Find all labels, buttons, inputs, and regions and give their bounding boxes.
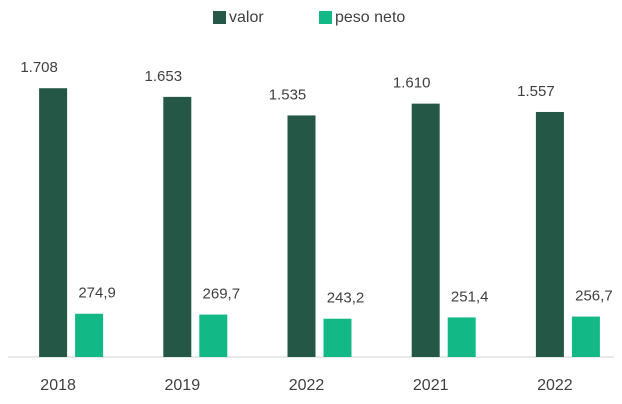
data-label: 1.653 bbox=[145, 68, 183, 85]
bar bbox=[571, 316, 600, 357]
data-label: 243,2 bbox=[327, 290, 365, 307]
legend-label: peso neto bbox=[335, 9, 405, 26]
x-tick-label: 2022 bbox=[537, 377, 573, 394]
legend-swatch bbox=[213, 11, 226, 24]
bar bbox=[75, 313, 104, 357]
data-label: 1.557 bbox=[517, 83, 555, 100]
data-label: 1.610 bbox=[393, 75, 431, 92]
x-tick-label: 2021 bbox=[413, 377, 449, 394]
legend-swatch bbox=[319, 11, 332, 24]
x-tick-label: 2022 bbox=[289, 377, 325, 394]
data-label: 269,7 bbox=[203, 286, 241, 303]
data-label: 256,7 bbox=[575, 288, 613, 305]
bar bbox=[535, 111, 564, 357]
bar bbox=[39, 88, 68, 358]
bar bbox=[163, 96, 192, 358]
bar bbox=[411, 103, 440, 357]
data-label: 1.535 bbox=[269, 86, 307, 103]
bar bbox=[447, 317, 476, 357]
data-label: 251,4 bbox=[451, 288, 489, 305]
bar bbox=[323, 318, 352, 357]
x-tick-label: 2019 bbox=[165, 377, 201, 394]
bar bbox=[287, 115, 316, 357]
data-label: 274,9 bbox=[78, 285, 116, 302]
x-tick-label: 2018 bbox=[40, 377, 76, 394]
bar bbox=[199, 314, 228, 357]
data-label: 1.708 bbox=[20, 59, 58, 76]
legend-label: valor bbox=[229, 9, 264, 26]
